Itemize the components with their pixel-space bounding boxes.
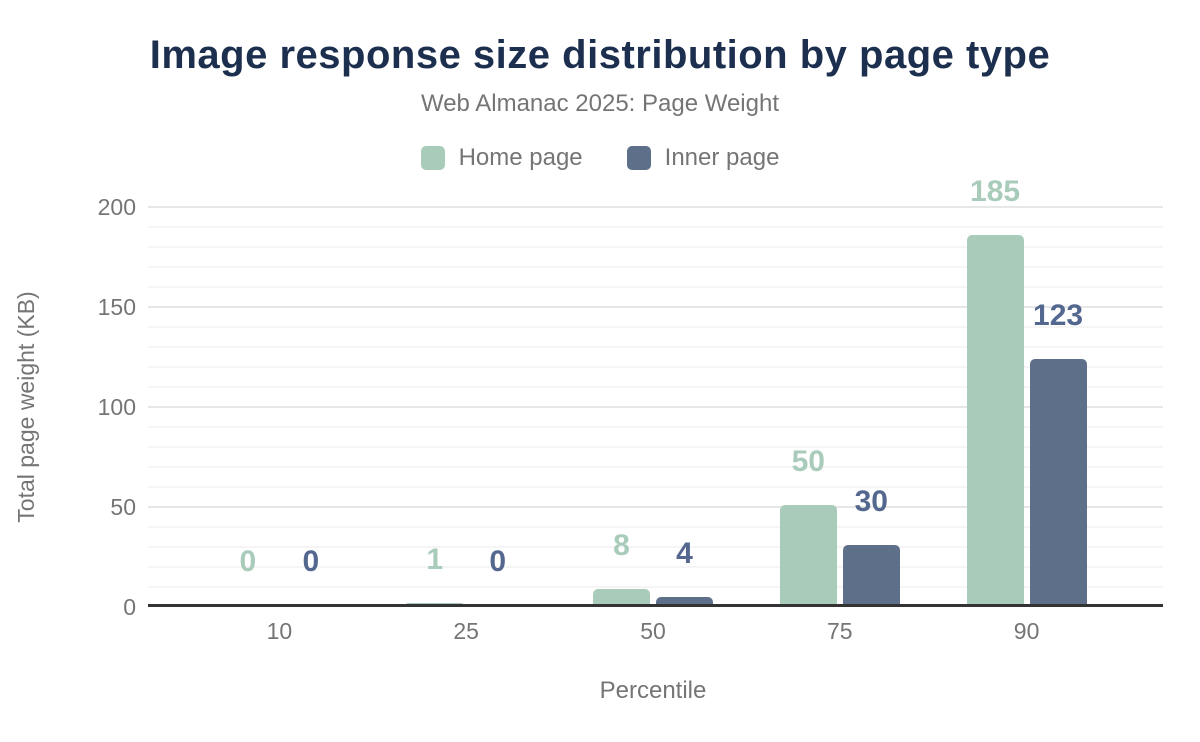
bar-column: 185 [966, 175, 1024, 605]
home-page-bar [779, 505, 837, 605]
minor-gridline [148, 266, 1163, 268]
minor-gridline [148, 566, 1163, 568]
legend-item-home-page: Home page [420, 144, 583, 172]
minor-gridline [148, 386, 1163, 388]
bar-group-p90: 185 123 [933, 176, 1120, 605]
bar-column: 0 [219, 546, 276, 605]
minor-gridline [148, 346, 1163, 348]
bar-groups: 0 0 1 0 8 4 50 30 185 123 [186, 176, 1120, 605]
home-page-bar [966, 235, 1024, 605]
bar-group-p75: 50 30 [746, 207, 933, 605]
minor-gridline [148, 426, 1163, 428]
legend-item-inner-page: Inner page [626, 144, 780, 172]
minor-gridline [148, 226, 1163, 228]
y-tick-label: 150 [97, 294, 136, 320]
inner-page-bar [842, 545, 900, 605]
bar-column: 0 [282, 546, 339, 605]
inner-page-swatch-icon [626, 146, 651, 170]
bar-value-label: 50 [791, 445, 825, 478]
x-tick-label: 90 [1013, 618, 1040, 644]
legend: Home page Inner page [0, 144, 1200, 172]
home-page-swatch-icon [420, 146, 445, 170]
legend-label: Home page [458, 144, 583, 171]
plot-area: 0 0 1 0 8 4 50 30 185 123 [148, 176, 1163, 607]
bar-column: 8 [592, 529, 650, 605]
minor-gridline [148, 246, 1163, 248]
inner-page-bar [655, 597, 713, 605]
bar-column: 50 [779, 445, 837, 605]
major-gridline [148, 306, 1163, 308]
major-gridline [148, 206, 1163, 208]
bar-column: 123 [1029, 299, 1087, 605]
bar-value-label: 123 [1033, 299, 1084, 332]
minor-gridline [148, 286, 1163, 288]
bar-value-label: 0 [239, 545, 257, 578]
major-gridline [148, 506, 1163, 508]
minor-gridline [148, 326, 1163, 328]
y-tick-label: 100 [97, 394, 136, 420]
major-gridline [148, 406, 1163, 408]
bar-value-label: 0 [302, 545, 320, 578]
bar-value-label: 1 [426, 543, 444, 576]
x-tick-labels: 10 25 50 75 90 [186, 618, 1120, 645]
chart-title: Image response size distribution by page… [149, 33, 1051, 77]
minor-gridline [148, 466, 1163, 468]
home-page-bar [592, 589, 650, 605]
x-axis-line [148, 604, 1163, 607]
x-tick-label: 75 [826, 618, 853, 644]
y-tick-label: 50 [110, 494, 136, 520]
minor-gridline [148, 446, 1163, 448]
legend-label: Inner page [664, 144, 780, 171]
minor-gridline [148, 546, 1163, 548]
bar-value-label: 185 [970, 175, 1021, 208]
minor-gridline [148, 366, 1163, 368]
x-axis-title: Percentile [599, 677, 707, 704]
bar-value-label: 4 [676, 537, 693, 570]
bar-column: 30 [842, 485, 900, 605]
bar-column: 4 [655, 537, 713, 605]
bar-value-label: 0 [489, 545, 507, 578]
minor-gridline [148, 586, 1163, 588]
chart-subtitle: Web Almanac 2025: Page Weight [420, 90, 779, 117]
x-tick-label: 25 [453, 618, 479, 644]
inner-page-bar [1029, 359, 1087, 605]
y-axis-title: Total page weight (KB) [13, 291, 39, 523]
y-tick-label: 0 [123, 594, 136, 620]
bar-column: 0 [469, 546, 526, 605]
bar-value-label: 30 [854, 485, 888, 518]
bar-column: 1 [406, 543, 464, 605]
bar-value-label: 8 [613, 529, 630, 562]
minor-gridline [148, 526, 1163, 528]
minor-gridline [148, 486, 1163, 488]
y-tick-label: 200 [97, 194, 136, 220]
x-tick-label: 10 [266, 618, 293, 644]
x-tick-label: 50 [640, 618, 666, 644]
